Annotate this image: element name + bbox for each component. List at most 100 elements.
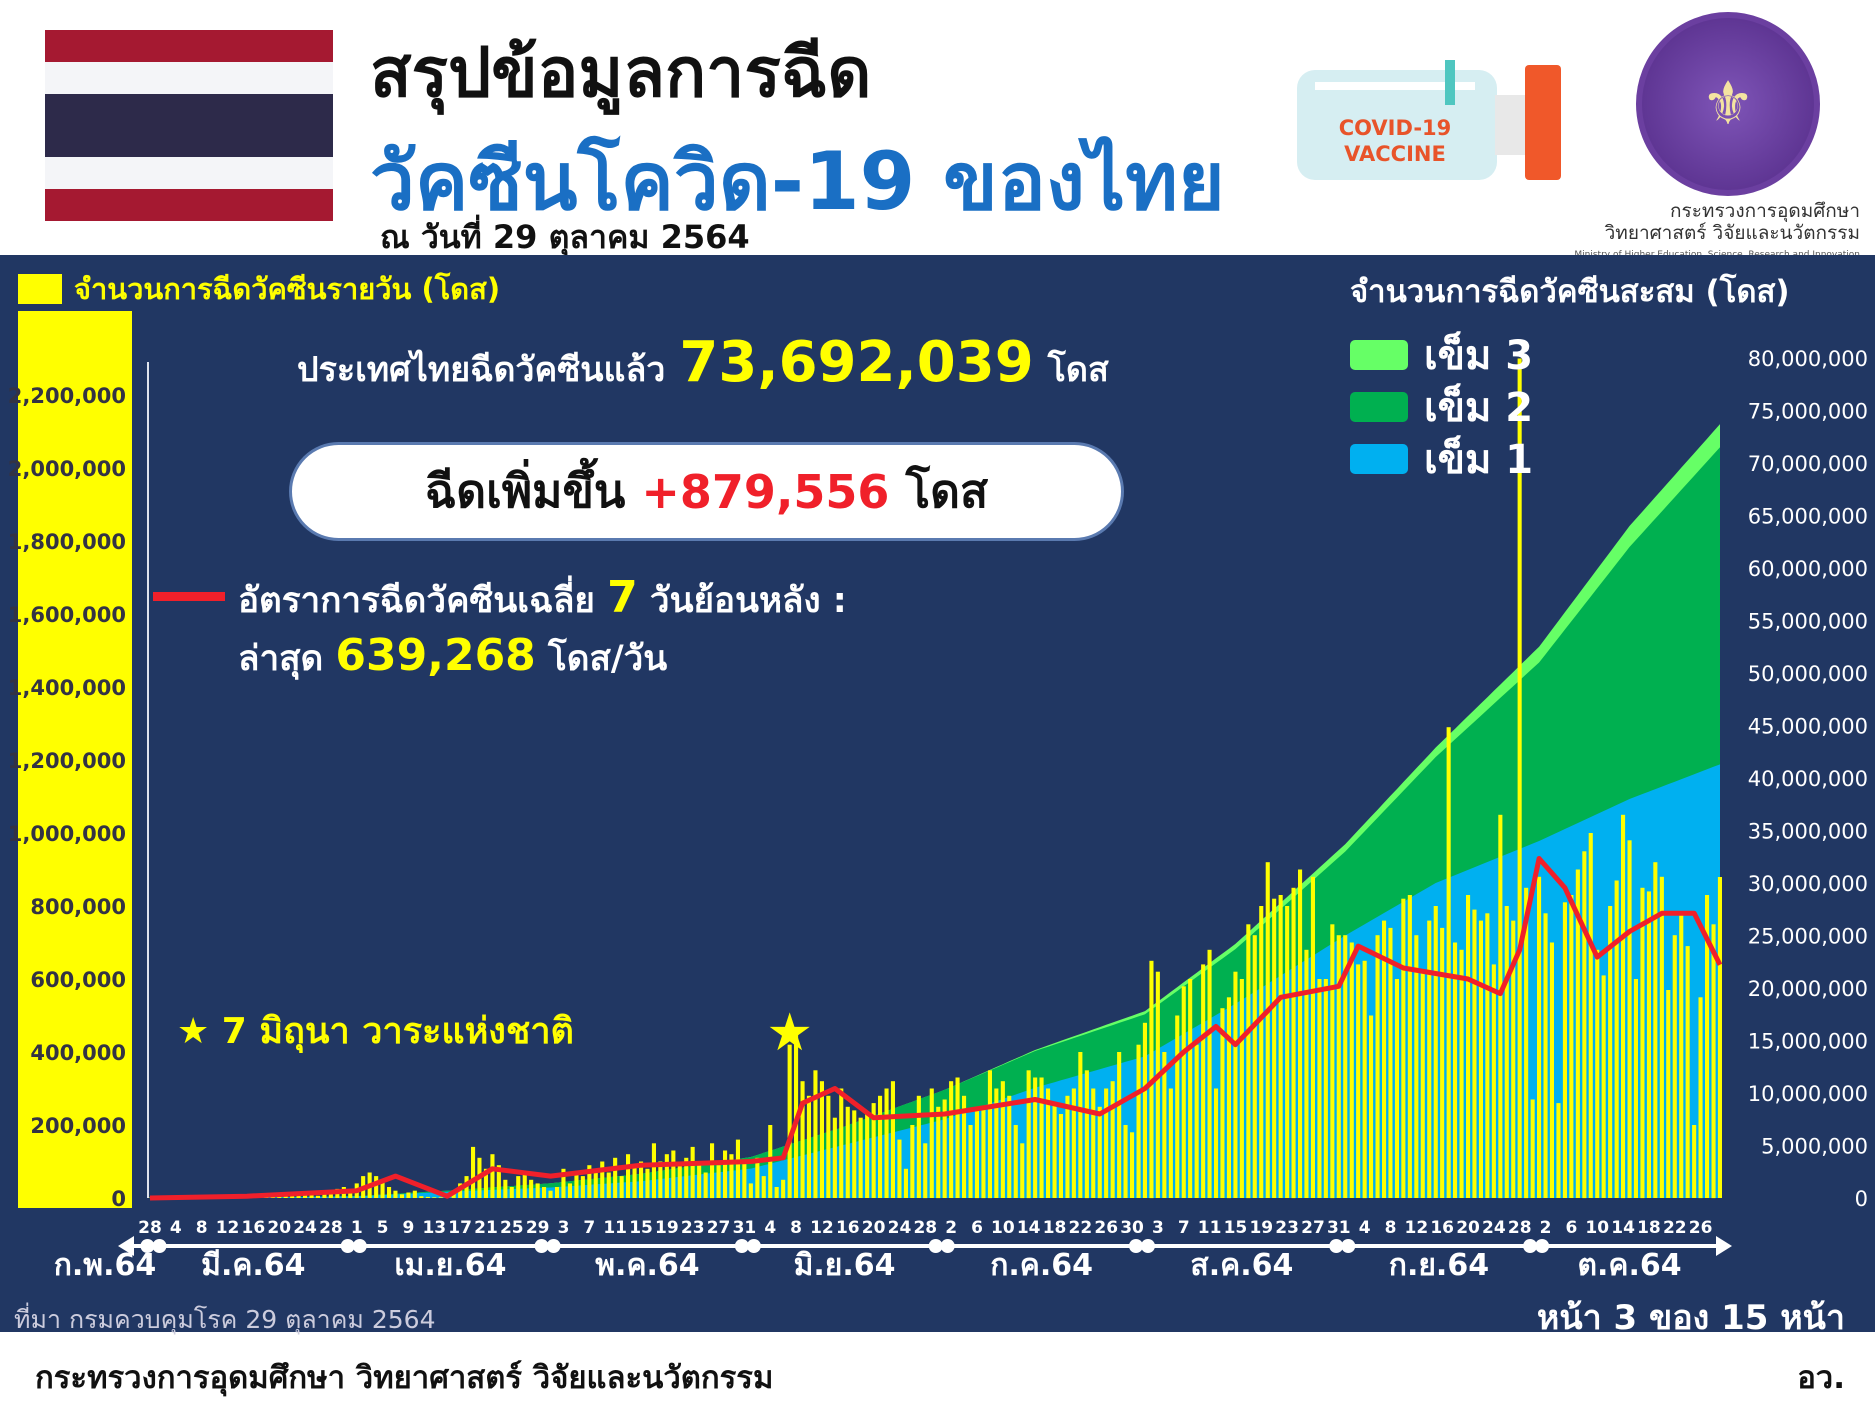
daily-bar — [755, 1157, 760, 1198]
daily-bar — [632, 1165, 637, 1198]
daily-bar — [684, 1157, 689, 1198]
left-axis-band — [18, 311, 132, 1208]
daily-bar — [1155, 971, 1160, 1198]
x-tick-label: 19 — [1249, 1218, 1273, 1238]
daily-bar — [703, 1172, 708, 1198]
daily-bar — [1162, 1052, 1167, 1198]
legend-label: เข็ม 3 — [1424, 333, 1534, 379]
x-tick-label: 18 — [1637, 1218, 1661, 1238]
daily-bar — [542, 1187, 547, 1198]
x-tick-label: 31 — [1327, 1218, 1351, 1238]
daily-bar — [936, 1106, 941, 1199]
daily-bar — [1349, 942, 1354, 1198]
daily-bar — [503, 1179, 508, 1199]
daily-bar — [387, 1187, 392, 1198]
x-tick-label: 3 — [1152, 1218, 1164, 1238]
daily-bar — [690, 1146, 695, 1198]
right-tick-label: 55,000,000 — [1748, 610, 1868, 634]
daily-bar — [1659, 876, 1664, 1198]
daily-bar — [1130, 1132, 1135, 1198]
left-tick-label: 400,000 — [30, 1041, 126, 1065]
daily-bar — [1556, 1103, 1561, 1198]
right-tick-label: 10,000,000 — [1748, 1082, 1868, 1106]
avg-days: 7 — [607, 572, 638, 623]
daily-bar — [1401, 898, 1406, 1198]
daily-legend: จำนวนการฉีดวัคซีนรายวัน (โดส) — [18, 266, 500, 312]
x-tick-label: 16 — [242, 1218, 266, 1238]
daily-increase-badge: ฉีดเพิ่มขึ้น +879,556 โดส — [289, 442, 1124, 541]
daily-bar — [1614, 880, 1619, 1198]
daily-bar — [1214, 1088, 1219, 1198]
daily-bar — [1013, 1125, 1018, 1198]
x-tick-label: 14 — [1611, 1218, 1635, 1238]
month-separator-dot — [340, 1239, 355, 1253]
daily-bar — [1646, 891, 1651, 1198]
daily-bar — [1039, 1077, 1044, 1198]
daily-bar — [600, 1161, 605, 1198]
daily-bar — [645, 1168, 650, 1198]
legend-swatch — [1350, 392, 1408, 422]
source-note: ที่มา กรมควบคุมโรค 29 ตุลาคม 2564 — [14, 1305, 436, 1334]
left-tick-label: 1,000,000 — [8, 822, 126, 846]
latest-label: ล่าสุด — [238, 639, 324, 679]
legend-swatch — [1350, 340, 1408, 370]
daily-bar — [1717, 877, 1722, 1198]
daily-bar — [813, 1070, 818, 1199]
daily-bar — [955, 1077, 960, 1198]
daily-bar — [619, 1176, 624, 1198]
daily-bar — [1440, 927, 1445, 1198]
x-tick-label: 27 — [1301, 1218, 1325, 1238]
daily-bar — [277, 1196, 282, 1198]
daily-bar — [1168, 1088, 1173, 1198]
x-tick-label: 2 — [945, 1218, 957, 1238]
x-tick-label: 21 — [474, 1218, 498, 1238]
daily-bar — [432, 1197, 437, 1198]
x-tick-label: 30 — [1120, 1218, 1144, 1238]
daily-bar — [774, 1187, 779, 1198]
latest-unit: โดส/วัน — [547, 639, 668, 679]
vaccine-label-2: VACCINE — [1344, 142, 1446, 166]
daily-bar — [1466, 895, 1471, 1198]
month-separator-dot — [534, 1239, 549, 1253]
x-tick-label: 6 — [971, 1218, 983, 1238]
legend-label: เข็ม 2 — [1424, 385, 1534, 431]
x-tick-label: 20 — [267, 1218, 291, 1238]
x-tick-label: 31 — [733, 1218, 757, 1238]
month-label: พ.ค.64 — [595, 1248, 699, 1283]
left-tick-label: 0 — [111, 1187, 126, 1211]
daily-bar — [761, 1176, 766, 1198]
x-tick-label: 2 — [1540, 1218, 1552, 1238]
daily-bar — [671, 1150, 676, 1198]
daily-bar — [787, 1044, 792, 1198]
x-tick-label: 10 — [991, 1218, 1015, 1238]
daily-bar — [1388, 927, 1393, 1198]
month-separator-dot — [140, 1239, 155, 1253]
daily-bar — [1181, 986, 1186, 1198]
daily-bar — [1685, 946, 1690, 1198]
arrow-left-icon — [118, 1236, 134, 1256]
left-tick-label: 600,000 — [30, 968, 126, 992]
left-tick-label: 1,600,000 — [8, 603, 126, 627]
daily-bar — [1543, 913, 1548, 1198]
daily-bar — [742, 1161, 747, 1198]
daily-bar — [981, 1106, 986, 1199]
daily-bar — [929, 1088, 934, 1198]
daily-bar — [1091, 1088, 1096, 1198]
x-tick-label: 4 — [764, 1218, 776, 1238]
footer-abbr: อว. — [1797, 1360, 1845, 1396]
month-separator-dot — [352, 1239, 367, 1253]
x-tick-label: 4 — [1359, 1218, 1371, 1238]
x-tick-label: 1 — [351, 1218, 363, 1238]
month-separator-dot — [152, 1239, 167, 1253]
daily-bar — [923, 1143, 928, 1199]
month-label: ก.ค.64 — [990, 1248, 1093, 1283]
daily-bar — [1504, 906, 1509, 1198]
daily-bar — [1033, 1077, 1038, 1198]
daily-bar — [651, 1143, 656, 1199]
x-tick-label: 15 — [1224, 1218, 1248, 1238]
x-tick-label: 8 — [196, 1218, 208, 1238]
daily-bar — [1110, 1081, 1115, 1198]
daily-bar — [1666, 990, 1671, 1198]
daily-bar — [471, 1146, 476, 1198]
